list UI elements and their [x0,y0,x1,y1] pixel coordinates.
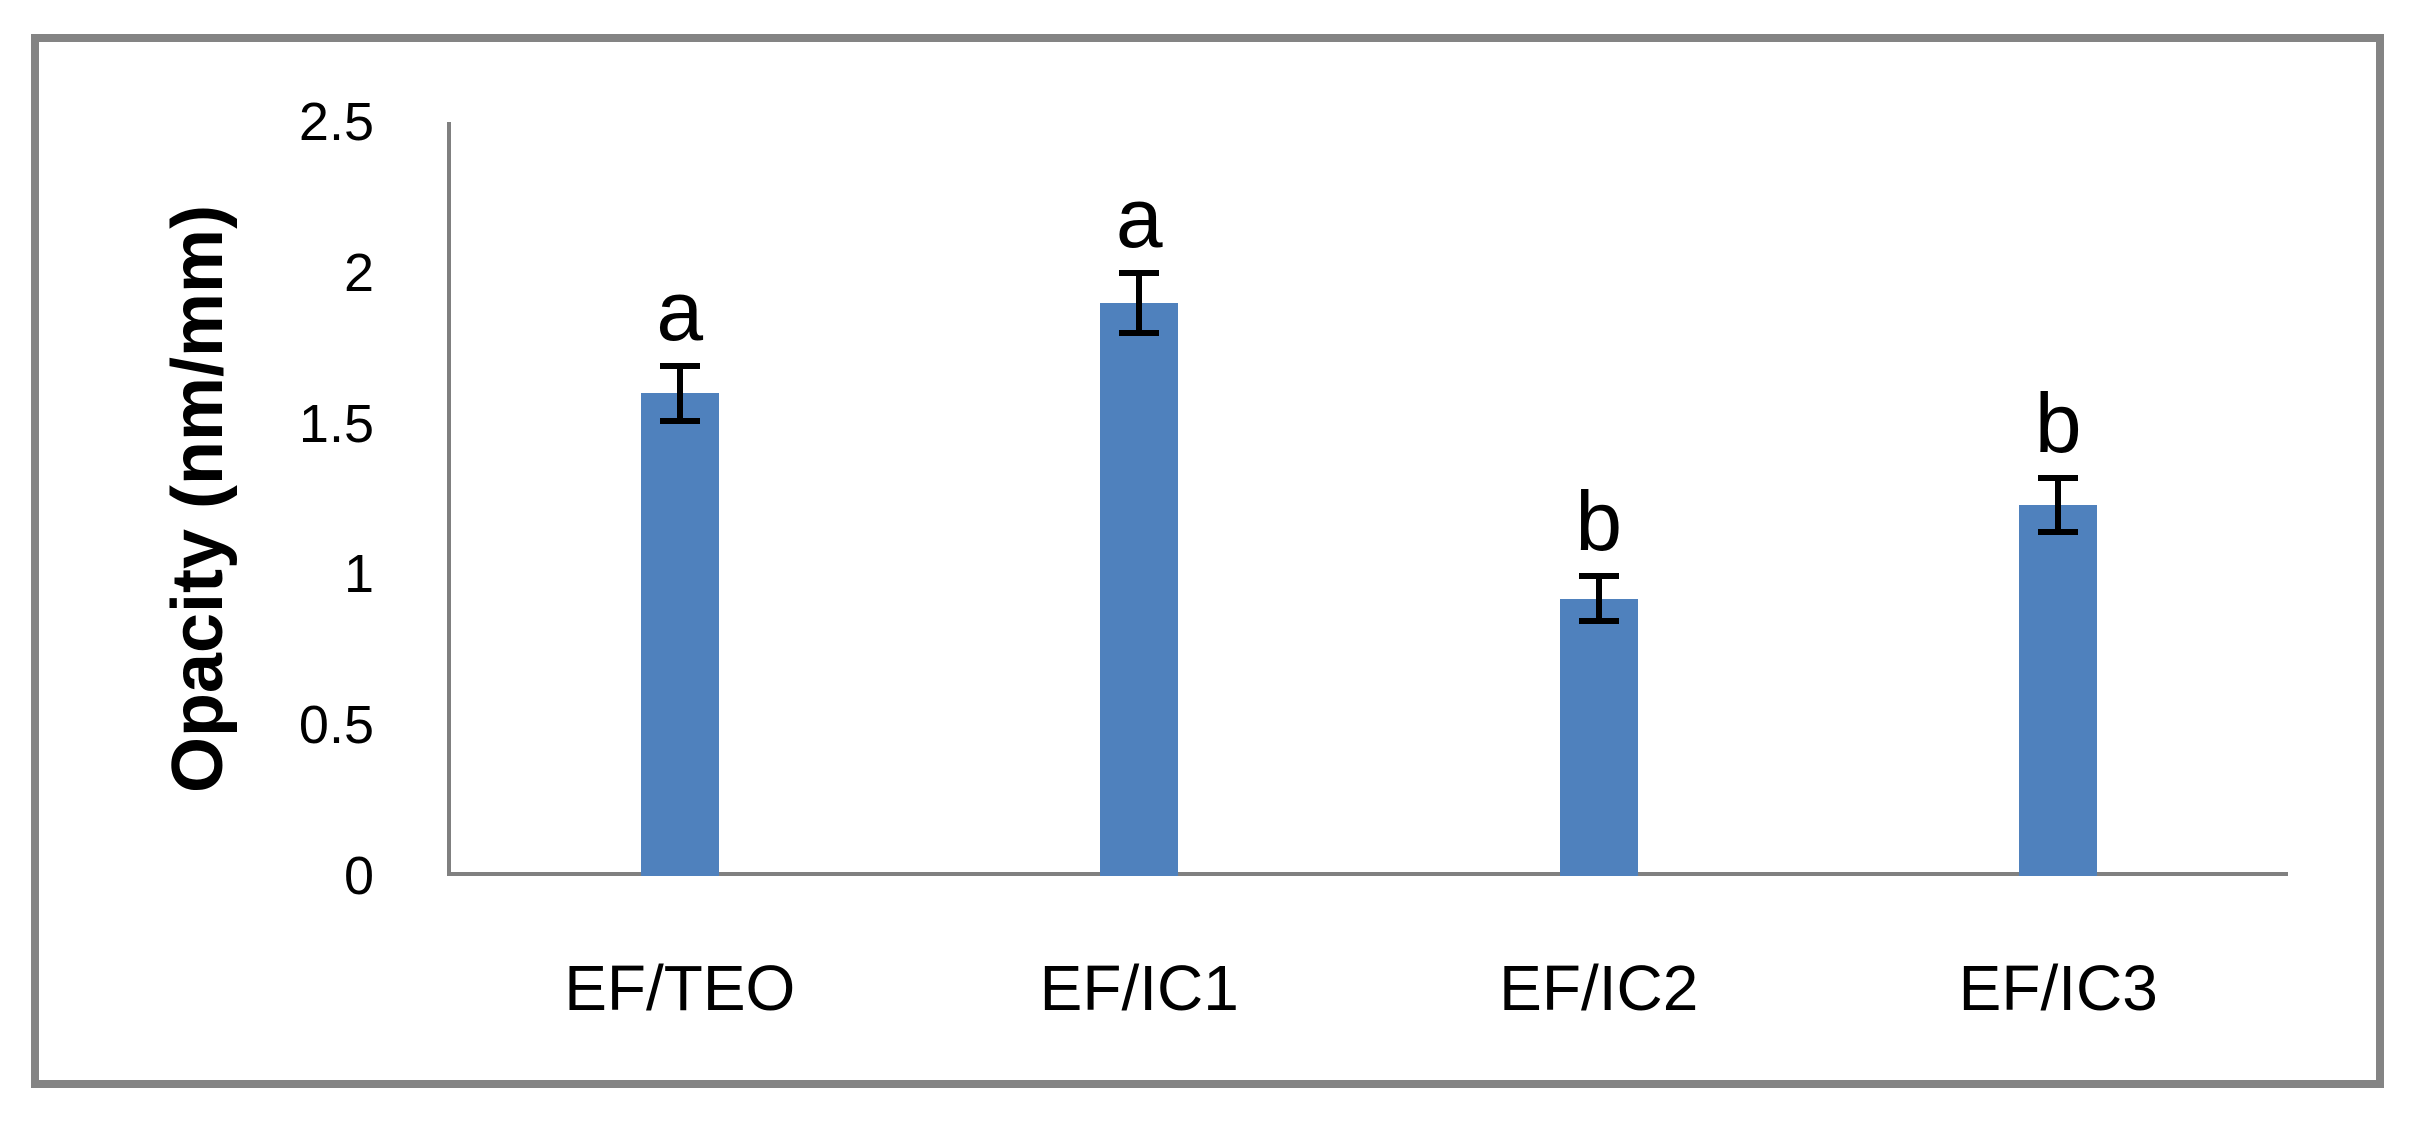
error-bar-line [2055,477,2062,533]
bar-ef-teo [640,393,719,876]
error-bar-cap [659,417,700,424]
x-category-label: EF/IC1 [1039,952,1239,1024]
error-bar-line [676,366,683,421]
x-category-label: EF/IC3 [1958,952,2158,1024]
error-bar-cap [659,363,700,370]
y-tick-label: 0.5 [298,695,374,756]
y-tick-label: 0 [343,846,374,906]
error-bar-cap [2038,474,2079,481]
figure-border [31,34,2384,1088]
error-bar-cap [2038,529,2079,536]
error-bar-cap [1578,618,1619,625]
bar-ef-ic2 [1559,598,1638,876]
error-bar-cap [1119,269,1160,276]
error-bar-cap [1119,330,1160,337]
bar-ef-ic3 [2019,505,2098,876]
y-tick-label: 2 [343,242,374,303]
significance-letter: a [656,264,704,359]
x-category-label: EF/IC2 [1499,952,1699,1024]
y-tick-label: 1 [343,544,374,605]
x-category-label: EF/TEO [564,952,796,1024]
bar-ef-ic1 [1100,302,1179,876]
significance-letter: a [1115,170,1163,265]
error-bar-line [1595,575,1602,622]
significance-letter: b [2034,375,2082,470]
significance-letter: b [1575,473,1623,568]
error-bar-cap [1578,572,1619,579]
y-axis-line [447,122,451,876]
y-tick-label: 2.5 [298,92,374,152]
error-bar-line [1136,272,1143,334]
y-tick-label: 1.5 [298,393,374,454]
x-axis-line [447,872,2288,876]
